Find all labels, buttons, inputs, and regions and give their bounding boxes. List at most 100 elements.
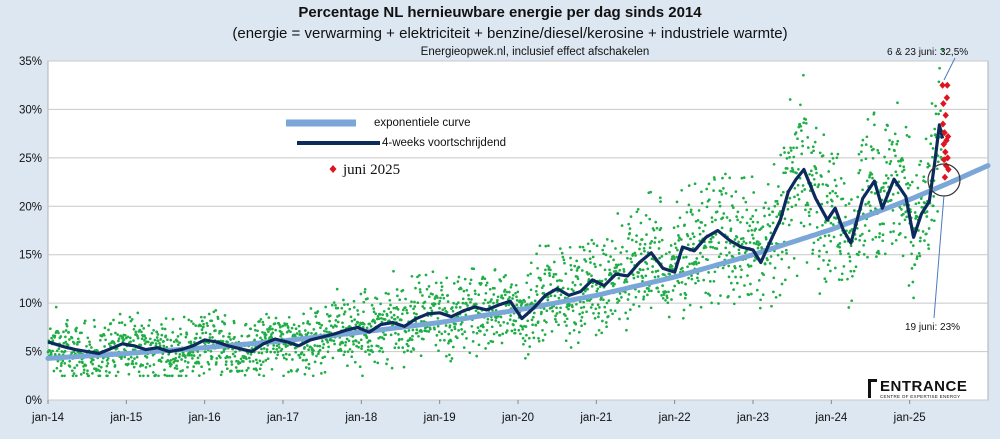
daily-point <box>842 182 846 185</box>
annotation-min: 19 juni: 23% <box>905 322 960 333</box>
daily-point <box>815 226 819 229</box>
daily-point <box>437 302 441 305</box>
daily-point <box>440 332 444 336</box>
daily-point <box>619 251 623 254</box>
daily-point <box>702 229 705 233</box>
daily-point <box>571 305 574 309</box>
daily-point <box>535 284 539 288</box>
daily-point <box>177 374 181 378</box>
daily-point <box>660 294 663 297</box>
daily-point <box>314 315 318 318</box>
daily-point <box>287 315 291 319</box>
daily-point <box>365 336 369 340</box>
daily-point <box>109 332 113 336</box>
daily-point <box>239 357 243 361</box>
daily-point <box>262 374 266 378</box>
daily-point <box>796 183 800 187</box>
daily-point <box>727 295 730 298</box>
daily-point <box>387 307 391 311</box>
daily-point <box>705 205 709 209</box>
daily-point <box>542 291 546 295</box>
daily-point <box>938 66 941 70</box>
daily-point <box>397 346 401 349</box>
daily-point <box>158 341 161 345</box>
daily-point <box>591 255 595 259</box>
daily-point <box>915 173 918 177</box>
daily-point <box>823 234 827 238</box>
daily-point <box>113 342 116 345</box>
daily-point <box>811 145 815 149</box>
daily-point <box>268 328 272 331</box>
daily-point <box>643 242 647 246</box>
juni-marker <box>942 148 949 156</box>
daily-point <box>930 134 933 138</box>
daily-point <box>105 364 109 368</box>
daily-point <box>910 252 913 256</box>
daily-point <box>835 156 839 160</box>
daily-point <box>436 296 439 299</box>
daily-point <box>555 306 558 310</box>
daily-point <box>513 328 517 332</box>
daily-point <box>839 177 843 180</box>
daily-point <box>301 321 305 325</box>
daily-point <box>418 273 421 277</box>
daily-point <box>878 223 882 226</box>
daily-point <box>555 279 559 283</box>
daily-point <box>658 196 662 200</box>
daily-point <box>526 353 530 356</box>
daily-point <box>635 234 638 237</box>
daily-point <box>191 369 195 373</box>
daily-point <box>617 276 621 280</box>
daily-point <box>756 220 760 224</box>
daily-point <box>824 280 828 283</box>
daily-point <box>586 287 589 291</box>
daily-point <box>354 323 358 327</box>
daily-point <box>200 365 203 369</box>
daily-point <box>789 169 793 173</box>
daily-point <box>751 220 755 224</box>
daily-point <box>575 302 578 306</box>
daily-point <box>265 350 269 354</box>
daily-point <box>546 298 550 302</box>
daily-point <box>899 232 902 235</box>
daily-point <box>102 333 106 337</box>
daily-point <box>622 267 626 271</box>
daily-point <box>872 147 875 151</box>
daily-point <box>576 341 580 345</box>
daily-point <box>564 339 568 343</box>
daily-point <box>821 223 824 227</box>
daily-point <box>248 360 252 363</box>
daily-point <box>901 158 905 162</box>
daily-point <box>797 197 801 201</box>
daily-point <box>60 350 64 353</box>
x-tick-label: jan-22 <box>658 412 691 424</box>
daily-point <box>614 247 617 250</box>
daily-point <box>820 202 824 206</box>
daily-point <box>70 351 74 355</box>
daily-point <box>477 293 481 297</box>
daily-point <box>892 230 895 233</box>
daily-point <box>735 215 738 218</box>
daily-point <box>747 293 751 297</box>
daily-point <box>155 336 159 339</box>
daily-point <box>412 307 415 311</box>
daily-point <box>474 292 477 296</box>
daily-point <box>573 283 577 287</box>
daily-point <box>510 329 514 333</box>
daily-point <box>796 193 800 197</box>
daily-point <box>759 227 763 230</box>
daily-point <box>495 300 499 304</box>
daily-point <box>792 146 795 150</box>
daily-point <box>130 318 134 321</box>
daily-point <box>736 210 740 214</box>
daily-point <box>827 234 831 237</box>
daily-point <box>784 171 787 175</box>
daily-point <box>642 297 645 301</box>
daily-point <box>275 347 279 351</box>
daily-point <box>918 239 922 243</box>
daily-point <box>131 359 134 363</box>
daily-point <box>611 312 614 316</box>
daily-point <box>827 170 831 173</box>
daily-point <box>184 356 187 359</box>
daily-point <box>713 178 716 181</box>
